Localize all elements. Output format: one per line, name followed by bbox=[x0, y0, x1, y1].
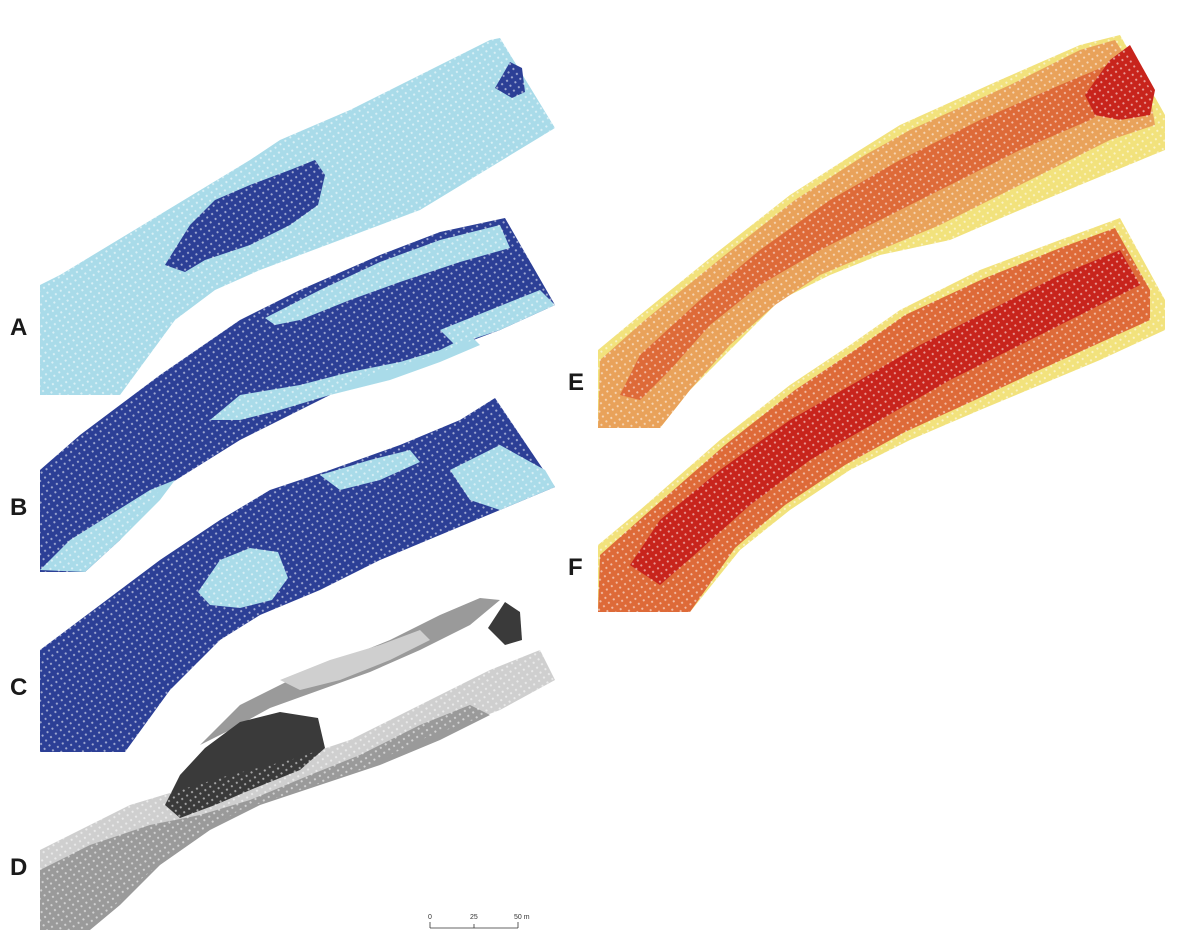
panel-e-label: E bbox=[568, 369, 584, 396]
panel-b-texture bbox=[40, 218, 555, 572]
scale-bar: 0 25 50 m bbox=[428, 914, 530, 929]
panel-e-texture bbox=[598, 35, 1165, 428]
map-panel-f: F bbox=[568, 218, 1165, 612]
panel-d-texture bbox=[40, 650, 555, 930]
scale-bar-label-0: 0 bbox=[428, 914, 432, 921]
panel-f-texture bbox=[598, 218, 1165, 612]
panel-d-upper-band-light bbox=[280, 630, 430, 690]
panel-d-dark-zone-small bbox=[488, 602, 522, 645]
map-panel-a: A bbox=[10, 38, 555, 395]
panel-d-label: D bbox=[10, 854, 27, 881]
scale-bar-label-25: 25 bbox=[470, 914, 478, 921]
map-panel-b: B bbox=[10, 218, 555, 572]
map-panel-d: D bbox=[10, 598, 555, 930]
panel-f-label: F bbox=[568, 554, 583, 581]
panel-c-texture bbox=[40, 398, 555, 752]
panel-b-label: B bbox=[10, 494, 27, 521]
scale-bar-label-50: 50 m bbox=[514, 914, 530, 921]
panel-a-texture bbox=[40, 38, 555, 395]
panel-a-label: A bbox=[10, 314, 27, 341]
panel-c-label: C bbox=[10, 674, 27, 701]
map-panel-c: C bbox=[10, 398, 555, 752]
map-panel-e: E bbox=[568, 35, 1165, 428]
